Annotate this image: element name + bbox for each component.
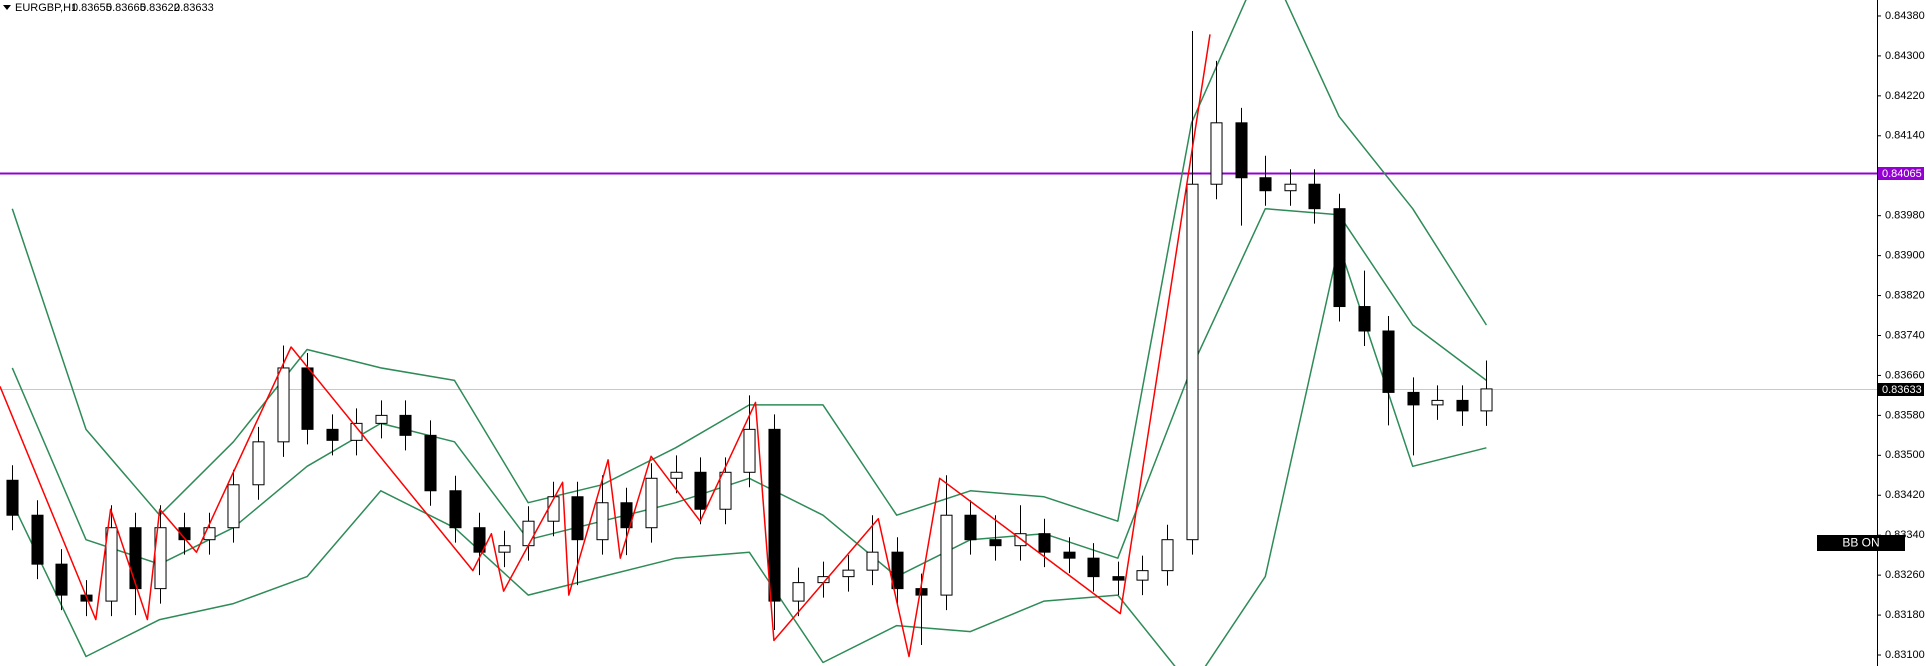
candle-body — [1382, 330, 1395, 393]
y-tick-label: 0.83180 — [1885, 609, 1925, 621]
y-tick-label: 0.83260 — [1885, 569, 1925, 581]
candle-body — [1038, 533, 1051, 553]
candle-body — [449, 490, 462, 529]
candle-body — [227, 484, 240, 529]
candle-body — [792, 582, 805, 602]
candle-body — [645, 477, 658, 529]
candle-body — [1431, 399, 1444, 406]
candle-body — [375, 414, 388, 424]
candle-body — [1407, 391, 1420, 406]
candle-body — [129, 527, 142, 590]
candle-body — [252, 441, 265, 486]
candle-body — [1284, 183, 1297, 192]
candle-body — [350, 422, 363, 441]
candle-body — [1480, 388, 1493, 412]
indicator-box — [1817, 535, 1905, 551]
candle-body — [1186, 183, 1199, 541]
zigzag — [0, 34, 1211, 658]
candle-body — [498, 545, 511, 553]
candle-body — [31, 514, 44, 565]
y-tick-label: 0.84300 — [1885, 50, 1925, 62]
candle-body — [768, 428, 781, 602]
ohlc-high: 0.83665 — [106, 2, 146, 14]
candle-body — [1112, 576, 1125, 581]
candle-body — [694, 471, 707, 510]
candle-body — [203, 527, 216, 541]
candle-body — [571, 496, 584, 541]
candle-body — [915, 588, 928, 596]
y-tick-label: 0.83820 — [1885, 289, 1925, 301]
indicator-label: BB ON — [1842, 536, 1879, 550]
price-label: 0.84065 — [1882, 168, 1922, 180]
y-tick-label: 0.84140 — [1885, 130, 1925, 142]
ohlc-low: 0.83622 — [140, 2, 180, 14]
candle-body — [473, 527, 486, 553]
price-label: 0.83633 — [1882, 384, 1922, 396]
candle-body — [1161, 539, 1174, 572]
y-tick-label: 0.83660 — [1885, 369, 1925, 381]
y-tick-label: 0.83580 — [1885, 409, 1925, 421]
candle-body — [891, 551, 904, 590]
candle-body — [1333, 208, 1346, 308]
candle-body — [842, 569, 855, 578]
candle-body — [1235, 122, 1248, 179]
ohlc-close: 0.83633 — [174, 2, 214, 14]
candle-body — [1136, 570, 1149, 581]
price-label-box — [1878, 383, 1924, 396]
candle-body — [1308, 183, 1321, 210]
candle-body — [1087, 557, 1100, 578]
candle-body — [424, 434, 437, 492]
candle-body — [326, 428, 339, 441]
candle-body — [301, 367, 314, 430]
candle-body — [743, 428, 756, 473]
symbol: EURGBP,H1 — [15, 2, 77, 14]
y-tick-label: 0.83740 — [1885, 329, 1925, 341]
candle-body — [6, 479, 19, 516]
candle-body — [178, 527, 191, 541]
candle-body — [1358, 306, 1371, 332]
candle-body — [522, 520, 535, 547]
band-lower — [11, 244, 1487, 666]
candle-body — [940, 514, 953, 596]
candle-body — [1259, 177, 1272, 192]
plot-area — [0, 0, 1877, 666]
y-tick-label: 0.83420 — [1885, 489, 1925, 501]
candle-body — [399, 414, 412, 436]
y-tick-label: 0.83340 — [1885, 529, 1925, 541]
candle-body — [989, 539, 1002, 547]
candle-body — [1456, 399, 1469, 412]
candle-body — [1210, 122, 1223, 185]
y-tick-label: 0.83980 — [1885, 210, 1925, 222]
candle-body — [596, 502, 609, 541]
candle-body — [105, 527, 118, 602]
candle-body — [620, 502, 633, 529]
y-tick-label: 0.83100 — [1885, 649, 1925, 661]
candle-body — [964, 514, 977, 541]
candle-body — [719, 471, 732, 510]
candle-body — [670, 471, 683, 479]
collapse-icon[interactable] — [3, 5, 11, 10]
candle-body — [55, 563, 68, 596]
price-label-box — [1878, 167, 1924, 180]
y-tick-label: 0.83900 — [1885, 250, 1925, 262]
y-tick-label: 0.83500 — [1885, 449, 1925, 461]
y-tick-label: 0.84220 — [1885, 90, 1925, 102]
candle-body — [277, 367, 290, 443]
ohlc-open: 0.83655 — [72, 2, 112, 14]
candle-body — [866, 551, 879, 571]
y-tick-label: 0.84380 — [1885, 10, 1925, 22]
candle-body — [1063, 551, 1076, 559]
